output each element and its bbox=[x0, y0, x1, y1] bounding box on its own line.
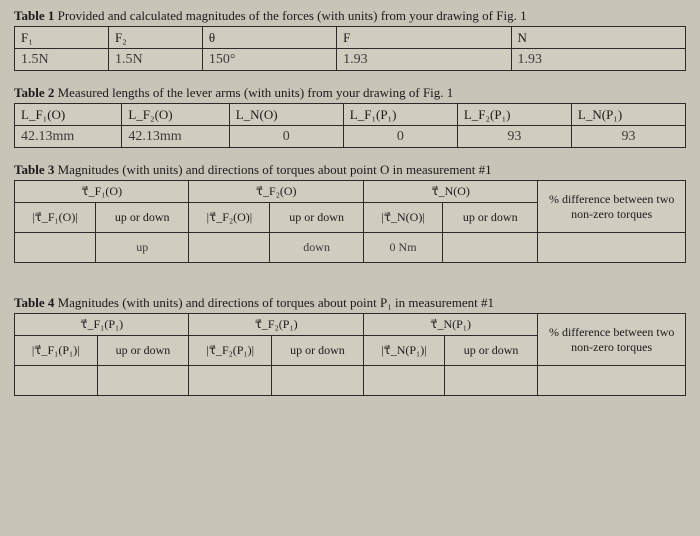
table3-g3: τ⃗_N(O) bbox=[363, 181, 537, 203]
table3-caption: Table 3 Magnitudes (with units) and dire… bbox=[14, 162, 686, 178]
table4-s4: up or down bbox=[271, 336, 363, 366]
table3-r5: 0 Nm bbox=[363, 233, 442, 263]
table3-r6 bbox=[443, 233, 538, 263]
table4-r4 bbox=[271, 366, 363, 396]
table1-h4: F bbox=[337, 27, 511, 49]
table4-s6: up or down bbox=[444, 336, 538, 366]
table4-caption-prefix: Table 4 bbox=[14, 295, 54, 310]
table4-g3: τ⃗_N(P₁) bbox=[363, 314, 537, 336]
table4-r7 bbox=[538, 366, 686, 396]
table1-h3: θ bbox=[202, 27, 336, 49]
table3: τ⃗_F₁(O) τ⃗_F₂(O) τ⃗_N(O) % difference b… bbox=[14, 180, 686, 263]
table3-g1: τ⃗_F₁(O) bbox=[15, 181, 189, 203]
table-row bbox=[15, 366, 686, 396]
table4-s3: |τ⃗_F₂(P₁)| bbox=[189, 336, 272, 366]
table2-v5: 93 bbox=[457, 126, 571, 148]
table-row: L_F₁(O) L_F₂(O) L_N(O) L_F₁(P₁) L_F₂(P₁)… bbox=[15, 104, 686, 126]
table2-h2: L_F₂(O) bbox=[122, 104, 229, 126]
table4-s5: |τ⃗_N(P₁)| bbox=[363, 336, 444, 366]
table4-s2: up or down bbox=[97, 336, 189, 366]
table3-r2: up bbox=[95, 233, 189, 263]
table1-v3: 150° bbox=[202, 49, 336, 71]
table-row: up down 0 Nm bbox=[15, 233, 686, 263]
table-row: 1.5N 1.5N 150° 1.93 1.93 bbox=[15, 49, 686, 71]
table3-s5: |τ⃗_N(O)| bbox=[363, 203, 442, 233]
table2-h5: L_F₂(P₁) bbox=[457, 104, 571, 126]
table4-s1: |τ⃗_F₁(P₁)| bbox=[15, 336, 98, 366]
table1-caption: Table 1 Provided and calculated magnitud… bbox=[14, 8, 686, 24]
table-row: F₁ F₂ θ F N bbox=[15, 27, 686, 49]
table4-r5 bbox=[363, 366, 444, 396]
table1-caption-prefix: Table 1 bbox=[14, 8, 54, 23]
table1-h5: N bbox=[511, 27, 685, 49]
table4-r2 bbox=[97, 366, 189, 396]
table3-s1: |τ⃗_F₁(O)| bbox=[15, 203, 96, 233]
table3-r7 bbox=[538, 233, 686, 263]
table2-v3: 0 bbox=[229, 126, 343, 148]
table3-g2: τ⃗_F₂(O) bbox=[189, 181, 363, 203]
table-row: τ⃗_F₁(O) τ⃗_F₂(O) τ⃗_N(O) % difference b… bbox=[15, 181, 686, 203]
table4-g1: τ⃗_F₁(P₁) bbox=[15, 314, 189, 336]
table3-s3: |τ⃗_F₂(O)| bbox=[189, 203, 270, 233]
table2-h1: L_F₁(O) bbox=[15, 104, 122, 126]
table1-v1: 1.5N bbox=[15, 49, 109, 71]
table4-r6 bbox=[444, 366, 538, 396]
table2: L_F₁(O) L_F₂(O) L_N(O) L_F₁(P₁) L_F₂(P₁)… bbox=[14, 103, 686, 148]
table1-h2: F₂ bbox=[108, 27, 202, 49]
table2-caption: Table 2 Measured lengths of the lever ar… bbox=[14, 85, 686, 101]
table1: F₁ F₂ θ F N 1.5N 1.5N 150° 1.93 1.93 bbox=[14, 26, 686, 71]
table4-caption: Table 4 Magnitudes (with units) and dire… bbox=[14, 295, 686, 311]
table3-s2: up or down bbox=[95, 203, 189, 233]
table2-v1: 42.13mm bbox=[15, 126, 122, 148]
table4-g4: % difference between two non-zero torque… bbox=[538, 314, 686, 366]
table3-g4: % difference between two non-zero torque… bbox=[538, 181, 686, 233]
table1-v5: 1.93 bbox=[511, 49, 685, 71]
table4: τ⃗_F₁(P₁) τ⃗_F₂(P₁) τ⃗_N(P₁) % differenc… bbox=[14, 313, 686, 396]
table3-s6: up or down bbox=[443, 203, 538, 233]
table3-caption-text: Magnitudes (with units) and directions o… bbox=[54, 162, 491, 177]
table2-h3: L_N(O) bbox=[229, 104, 343, 126]
table1-v4: 1.93 bbox=[337, 49, 511, 71]
table3-s4: up or down bbox=[270, 203, 364, 233]
table1-caption-text: Provided and calculated magnitudes of th… bbox=[54, 8, 526, 23]
table1-v2: 1.5N bbox=[108, 49, 202, 71]
table2-caption-text: Measured lengths of the lever arms (with… bbox=[54, 85, 453, 100]
table-row: τ⃗_F₁(P₁) τ⃗_F₂(P₁) τ⃗_N(P₁) % differenc… bbox=[15, 314, 686, 336]
table3-r4: down bbox=[270, 233, 364, 263]
table3-r1 bbox=[15, 233, 96, 263]
table-row: 42.13mm 42.13mm 0 0 93 93 bbox=[15, 126, 686, 148]
table2-h6: L_N(P₁) bbox=[571, 104, 685, 126]
table4-g2: τ⃗_F₂(P₁) bbox=[189, 314, 363, 336]
table4-r1 bbox=[15, 366, 98, 396]
table4-caption-text: Magnitudes (with units) and directions o… bbox=[54, 295, 494, 310]
table2-v2: 42.13mm bbox=[122, 126, 229, 148]
table2-h4: L_F₁(P₁) bbox=[343, 104, 457, 126]
table4-r3 bbox=[189, 366, 272, 396]
table3-r3 bbox=[189, 233, 270, 263]
table2-v6: 93 bbox=[571, 126, 685, 148]
table2-v4: 0 bbox=[343, 126, 457, 148]
table2-caption-prefix: Table 2 bbox=[14, 85, 54, 100]
table3-caption-prefix: Table 3 bbox=[14, 162, 54, 177]
table1-h1: F₁ bbox=[15, 27, 109, 49]
